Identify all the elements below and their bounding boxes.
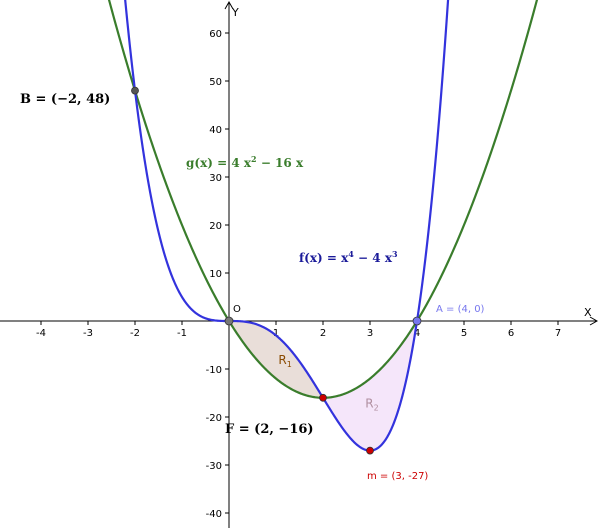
point-m bbox=[366, 446, 374, 455]
point-m-label: m = (3, -27) bbox=[367, 471, 428, 482]
point-b bbox=[131, 86, 139, 95]
x-tick-label: -3 bbox=[83, 328, 93, 339]
curve-g bbox=[107, 0, 539, 399]
region-r1-label: R1 bbox=[278, 353, 291, 369]
y-tick-label: -30 bbox=[206, 461, 222, 472]
point-f bbox=[319, 393, 327, 402]
annotations: X Y O g(x) = 4 x2 − 16 x f(x) = x4 − 4 x… bbox=[20, 6, 592, 482]
x-tick-label: 5 bbox=[461, 328, 467, 339]
point-a-label: A = (4, 0) bbox=[436, 304, 485, 315]
region-r2 bbox=[323, 321, 417, 451]
region-r1 bbox=[229, 321, 323, 398]
y-tick-label: 10 bbox=[209, 269, 222, 280]
point-o bbox=[224, 316, 234, 326]
y-axis-arrow bbox=[224, 0, 234, 10]
x-tick-label: 6 bbox=[508, 328, 514, 339]
f-function-label: f(x) = x4 − 4 x3 bbox=[299, 249, 398, 265]
region-r2-label: R2 bbox=[365, 396, 378, 412]
x-tick-label: 3 bbox=[367, 328, 373, 339]
y-tick-label: 40 bbox=[209, 125, 222, 136]
x-tick-label: 4 bbox=[414, 328, 420, 339]
point-f-label: F = (2, −16) bbox=[225, 422, 314, 437]
y-tick-label: -40 bbox=[206, 509, 222, 520]
x-tick-label: -1 bbox=[177, 328, 187, 339]
x-tick-label: -4 bbox=[36, 328, 46, 339]
y-tick-label: 50 bbox=[209, 77, 222, 88]
x-tick-label: 7 bbox=[555, 328, 561, 339]
shaded-regions bbox=[229, 321, 417, 451]
x-axis-arrow bbox=[589, 316, 599, 326]
g-function-label: g(x) = 4 x2 − 16 x bbox=[186, 154, 304, 170]
y-tick-label: 20 bbox=[209, 221, 222, 232]
x-tick-label: -2 bbox=[130, 328, 140, 339]
y-tick-label: -10 bbox=[206, 365, 222, 376]
y-tick-label: 30 bbox=[209, 173, 222, 184]
y-tick-label: -20 bbox=[206, 413, 222, 424]
curve-f bbox=[124, 0, 450, 452]
point-a bbox=[412, 316, 422, 326]
x-axis-label: X bbox=[584, 306, 592, 319]
points bbox=[131, 86, 422, 455]
x-tick-label: 1 bbox=[273, 328, 279, 339]
x-tick-label: 2 bbox=[320, 328, 326, 339]
y-tick-label: 60 bbox=[209, 29, 222, 40]
axis-ticks: -4 -3 -2 -1 1 2 3 4 5 6 7 -40 -30 -20 -10 10 20 30 40 50 60 bbox=[36, 29, 561, 520]
y-axis-label: Y bbox=[231, 6, 239, 19]
origin-label: O bbox=[233, 304, 241, 315]
function-curves bbox=[107, 0, 539, 452]
point-b-label: B = (−2, 48) bbox=[20, 92, 110, 107]
